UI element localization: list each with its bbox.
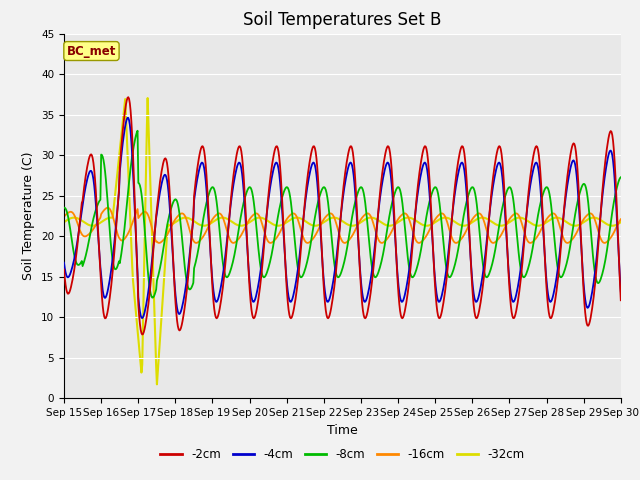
Y-axis label: Soil Temperature (C): Soil Temperature (C) xyxy=(22,152,35,280)
Legend: -2cm, -4cm, -8cm, -16cm, -32cm: -2cm, -4cm, -8cm, -16cm, -32cm xyxy=(156,443,529,466)
Title: Soil Temperatures Set B: Soil Temperatures Set B xyxy=(243,11,442,29)
Text: BC_met: BC_met xyxy=(67,45,116,58)
X-axis label: Time: Time xyxy=(327,424,358,437)
